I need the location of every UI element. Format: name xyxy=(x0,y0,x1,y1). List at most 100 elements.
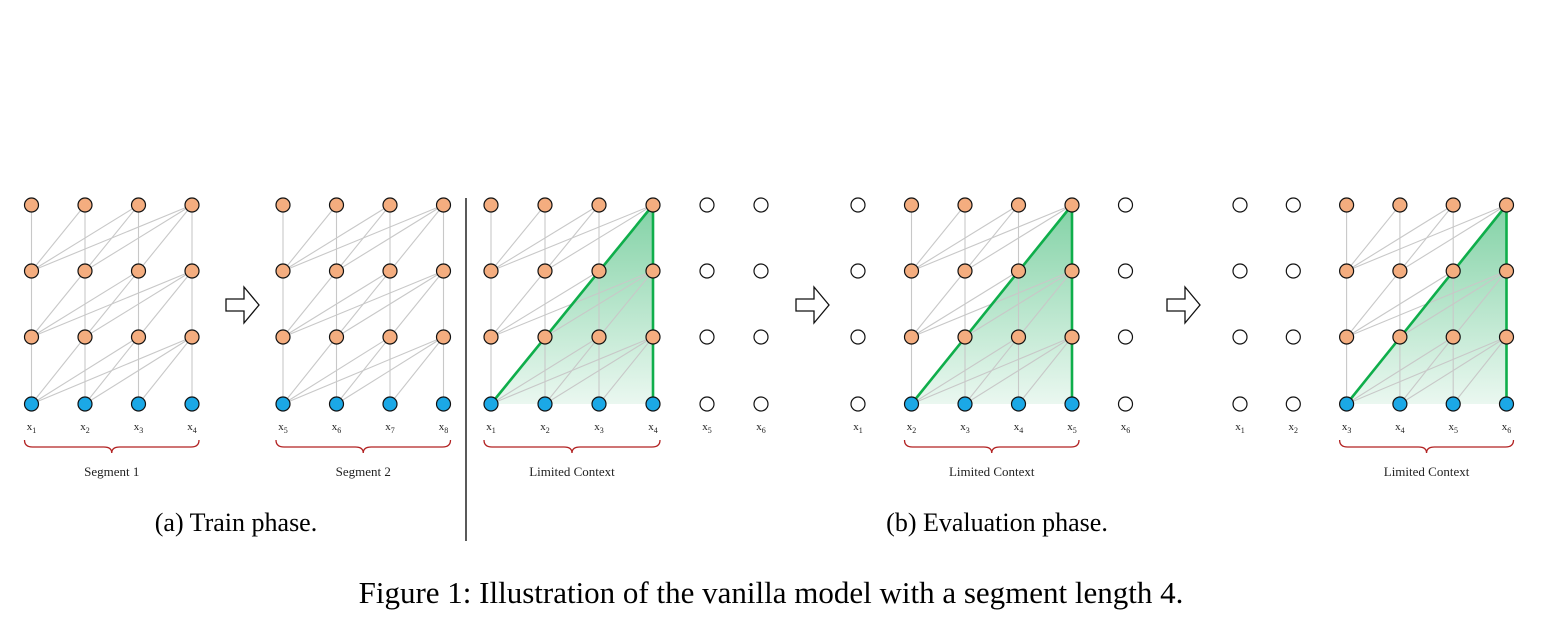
brace-label: Limited Context xyxy=(949,464,1035,479)
token-label: x4 xyxy=(187,421,197,435)
attention-edge xyxy=(282,270,391,338)
hidden-node xyxy=(1498,197,1515,213)
train-phase-caption: (a) Train phase. xyxy=(155,508,317,537)
attention-edge xyxy=(1346,204,1401,272)
hidden-node xyxy=(483,329,499,345)
panel-1: x1 x2 x3 x4 Segment 1 xyxy=(23,197,200,479)
hidden-node xyxy=(130,197,147,213)
token-label: x3 xyxy=(594,421,604,435)
attention-edge xyxy=(911,336,1019,405)
hidden-node xyxy=(903,329,920,345)
attention-edge xyxy=(490,270,600,338)
hidden-node xyxy=(1392,263,1408,279)
hidden-node xyxy=(77,197,93,213)
right-arrow-icon xyxy=(1166,285,1201,325)
hidden-node xyxy=(957,263,973,279)
panel-5: x1 x2 x3 x4 x5 x6 Limited Context xyxy=(1232,197,1515,479)
attention-edge xyxy=(911,270,966,338)
input-node xyxy=(1010,396,1027,412)
attention-edge xyxy=(1452,336,1507,405)
panel-3: x1 x2 x3 x4 x5 x6 Limited Context xyxy=(483,197,769,479)
attention-edge xyxy=(84,204,193,272)
attention-edge xyxy=(911,204,966,272)
hidden-node xyxy=(435,197,452,213)
hidden-node xyxy=(537,197,553,213)
attention-edge xyxy=(490,336,654,405)
hidden-node xyxy=(275,197,291,213)
context-diagonal xyxy=(910,204,1074,405)
token-label: x6 xyxy=(332,421,342,435)
attention-edge xyxy=(964,270,1073,338)
hidden-node xyxy=(591,329,607,345)
attention-edge xyxy=(282,204,337,272)
brace-label: Limited Context xyxy=(529,464,615,479)
attention-edge xyxy=(138,336,193,405)
attention-edge xyxy=(31,336,139,405)
input-node xyxy=(435,396,452,412)
attention-edge xyxy=(544,204,654,272)
hidden-node xyxy=(275,263,291,279)
input-node xyxy=(130,396,147,412)
segment-brace xyxy=(483,439,661,454)
empty-node xyxy=(699,263,715,279)
token-label: x4 xyxy=(1395,421,1405,435)
input-node xyxy=(645,396,661,412)
attention-edge xyxy=(282,336,337,405)
eval-phase-caption: (b) Evaluation phase. xyxy=(886,508,1108,537)
attention-edge xyxy=(1346,336,1507,405)
token-label: x4 xyxy=(648,421,658,435)
empty-node xyxy=(1117,396,1134,412)
empty-node xyxy=(1232,197,1248,213)
hidden-node xyxy=(23,263,40,279)
attention-edge xyxy=(544,270,654,338)
attention-edge xyxy=(336,204,444,272)
token-label: x6 xyxy=(1121,421,1131,435)
brace-label: Limited Context xyxy=(1384,464,1470,479)
segment-brace xyxy=(1338,439,1515,454)
attention-edge xyxy=(1018,270,1073,338)
brace-label: Segment 2 xyxy=(336,464,391,479)
token-label: x5 xyxy=(702,421,712,435)
attention-edge xyxy=(544,336,654,405)
attention-edge xyxy=(490,204,654,272)
token-label: x6 xyxy=(756,421,766,435)
hidden-node xyxy=(957,197,973,213)
empty-node xyxy=(753,263,769,279)
hidden-node xyxy=(483,197,499,213)
hidden-node xyxy=(591,263,607,279)
empty-node xyxy=(699,197,715,213)
hidden-node xyxy=(184,329,200,345)
hidden-node xyxy=(382,197,398,213)
hidden-node xyxy=(130,263,147,279)
hidden-node xyxy=(1338,329,1355,345)
hidden-node xyxy=(1064,197,1080,213)
hidden-node xyxy=(537,263,553,279)
attention-edge xyxy=(490,204,546,272)
input-node xyxy=(1392,396,1408,412)
input-node xyxy=(382,396,398,412)
segment-brace xyxy=(275,439,452,454)
empty-node xyxy=(1232,396,1248,412)
hidden-node xyxy=(1338,263,1355,279)
attention-edge xyxy=(1346,336,1454,405)
hidden-node xyxy=(435,329,452,345)
hidden-node xyxy=(1010,197,1027,213)
attention-edge xyxy=(282,270,337,338)
empty-node xyxy=(1117,197,1134,213)
attention-edge xyxy=(389,204,444,272)
hidden-node xyxy=(328,263,345,279)
empty-node xyxy=(1285,329,1301,345)
token-label: x3 xyxy=(960,421,970,435)
hidden-node xyxy=(77,263,93,279)
token-label: x3 xyxy=(134,421,144,435)
empty-node xyxy=(850,396,866,412)
input-node xyxy=(328,396,345,412)
token-label: x2 xyxy=(1289,421,1299,435)
attention-edge xyxy=(911,204,1019,272)
attention-edge xyxy=(1452,270,1507,338)
attention-edge xyxy=(31,204,193,272)
hidden-node xyxy=(483,263,499,279)
hidden-node xyxy=(184,197,200,213)
attention-edge xyxy=(1399,336,1507,405)
hidden-node xyxy=(382,329,398,345)
